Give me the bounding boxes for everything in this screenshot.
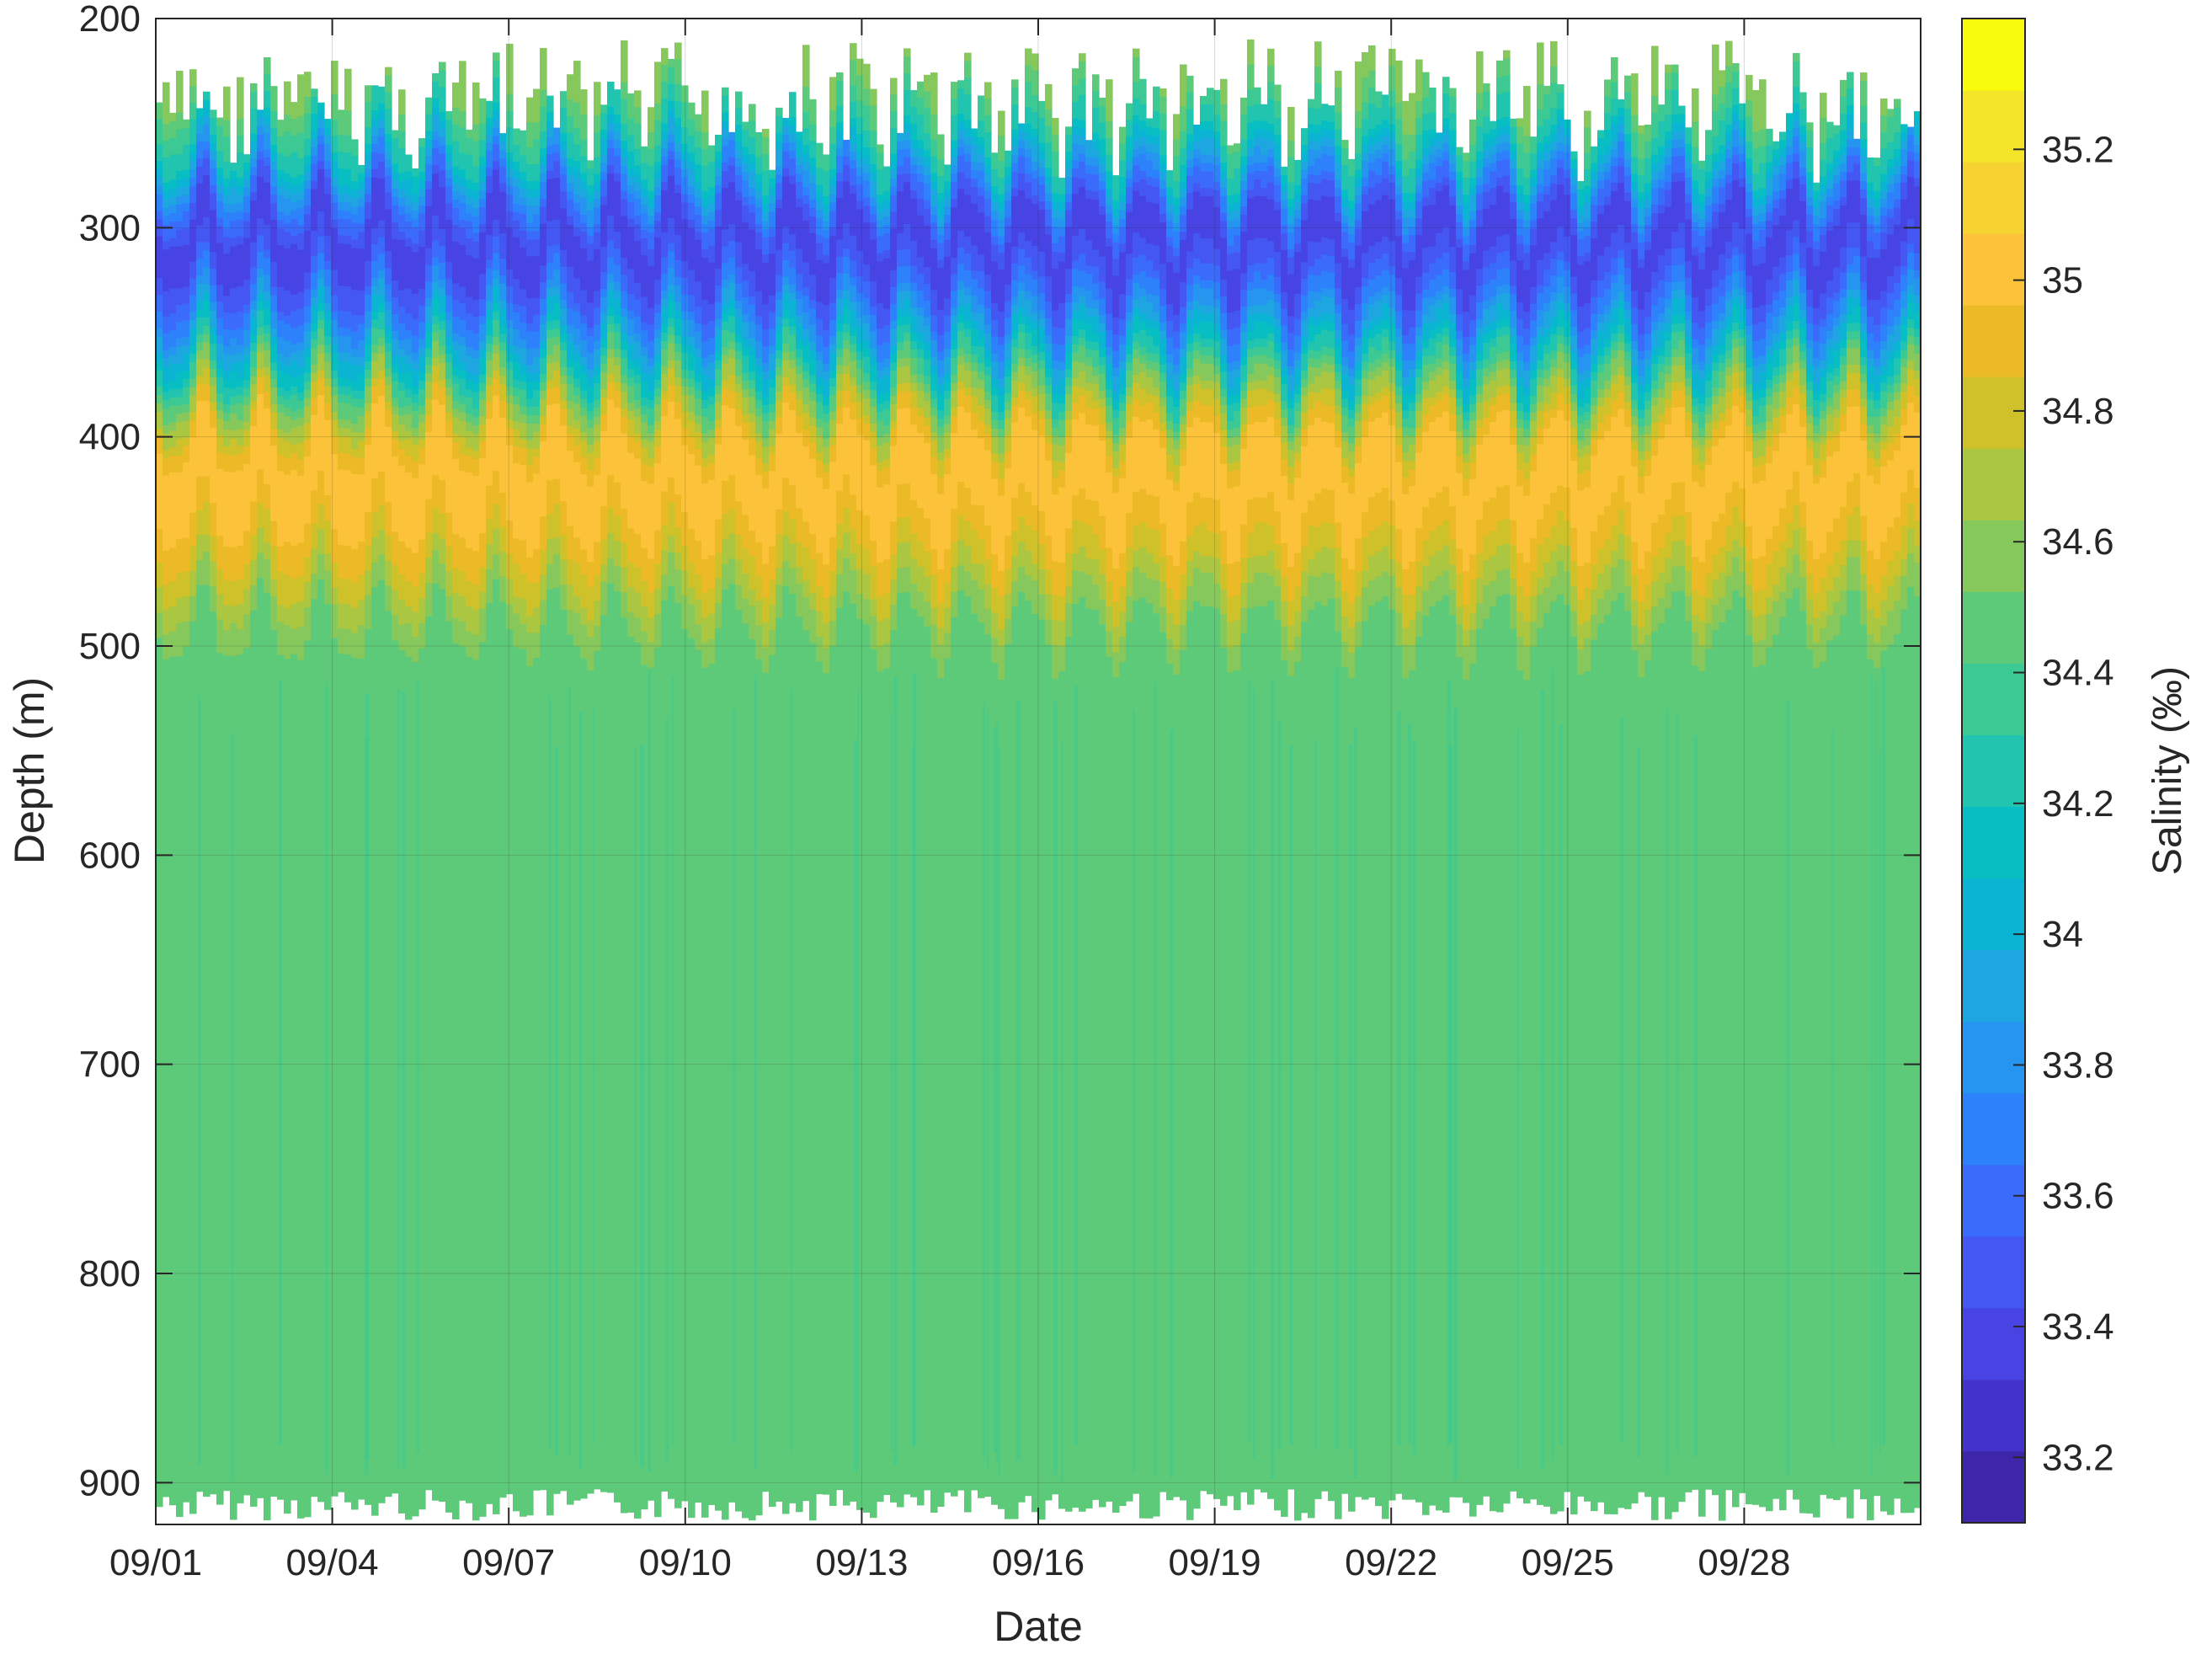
colorbar-cell — [1962, 1164, 2025, 1237]
y-tick-label: 500 — [79, 626, 141, 667]
colorbar-ticks: 33.2 33.4 33.6 33.8 34 34.2 34.4 34.6 34.8 35 35.2 — [2013, 129, 2114, 1478]
colorbar-cell — [1962, 1379, 2025, 1452]
x-axis-label: Date — [994, 1603, 1083, 1650]
colorbar-tick-label: 33.6 — [2042, 1176, 2114, 1217]
salinity-contour-fill — [156, 39, 1921, 1521]
colorbar-tick-label: 33.2 — [2042, 1437, 2114, 1478]
colorbar-cell — [1962, 233, 2025, 306]
x-tick-label: 09/28 — [1698, 1542, 1790, 1583]
colorbar-cell — [1962, 162, 2025, 234]
x-tick-label: 09/16 — [992, 1542, 1085, 1583]
y-tick-label: 700 — [79, 1044, 141, 1086]
colorbar-cell — [1962, 520, 2025, 592]
colorbar-cell — [1962, 591, 2025, 664]
x-tick-label: 09/25 — [1522, 1542, 1614, 1583]
x-tick-label: 09/13 — [815, 1542, 908, 1583]
x-tick-label: 09/19 — [1169, 1542, 1261, 1583]
y-axis-label: Depth (m) — [6, 677, 53, 864]
colorbar-tick-label: 34.6 — [2042, 521, 2114, 563]
colorbar-cell — [1962, 90, 2025, 163]
colorbar-cell — [1962, 663, 2025, 735]
colorbar-frame — [1961, 18, 2026, 1524]
colorbar-cell — [1962, 1307, 2025, 1380]
y-tick-label: 400 — [79, 417, 141, 458]
y-tick-label: 800 — [79, 1253, 141, 1295]
colorbar-tick-label: 33.8 — [2042, 1044, 2114, 1086]
x-axis: 09/01 09/04 09/07 09/10 09/13 09/16 09/19 09/22… — [109, 19, 1790, 1583]
colorbar-tick-label: 35.2 — [2042, 129, 2114, 170]
plot-area: 09/01 09/04 09/07 09/10 09/13 09/16 09/19 09/22… — [79, 0, 1922, 1583]
colorbar-cell — [1962, 1092, 2025, 1166]
colorbar-cell — [1962, 1021, 2025, 1094]
colorbar-cell — [1962, 806, 2025, 879]
colorbar-cell — [1962, 878, 2025, 951]
x-tick-label: 09/07 — [462, 1542, 555, 1583]
colorbar-label: Salinity (‰) — [2145, 666, 2190, 875]
colorbar-cell — [1962, 305, 2025, 377]
colorbar-cell — [1962, 1450, 2025, 1524]
y-tick-label: 200 — [79, 0, 141, 40]
colorbar-tick-label: 35 — [2042, 260, 2083, 302]
colorbar-cell — [1962, 734, 2025, 808]
y-tick-label: 900 — [79, 1462, 141, 1503]
colorbar-cell — [1962, 376, 2025, 449]
colorbar-gradient — [1962, 19, 2025, 1524]
y-axis: 200 300 400 500 600 700 800 900 — [79, 0, 1921, 1503]
x-tick-label: 09/22 — [1345, 1542, 1437, 1583]
x-tick-label: 09/04 — [286, 1542, 379, 1583]
colorbar: 33.2 33.4 33.6 33.8 34 34.2 34.4 34.6 34.8 35 35.2… — [1961, 18, 2190, 1524]
y-tick-label: 300 — [79, 207, 141, 248]
colorbar-tick-label: 34.4 — [2042, 653, 2114, 694]
x-tick-label: 09/10 — [639, 1542, 732, 1583]
colorbar-cell — [1962, 448, 2025, 521]
colorbar-tick-label: 33.4 — [2042, 1306, 2114, 1348]
colorbar-tick-label: 34.8 — [2042, 391, 2114, 432]
colorbar-cell — [1962, 19, 2025, 91]
colorbar-tick-label: 34 — [2042, 914, 2083, 955]
deep-layer-striations — [198, 667, 1885, 1482]
colorbar-tick-label: 34.2 — [2042, 783, 2114, 825]
colorbar-cell — [1962, 1236, 2025, 1309]
x-tick-label: 09/01 — [109, 1542, 202, 1583]
y-tick-label: 600 — [79, 835, 141, 876]
colorbar-cell — [1962, 949, 2025, 1022]
